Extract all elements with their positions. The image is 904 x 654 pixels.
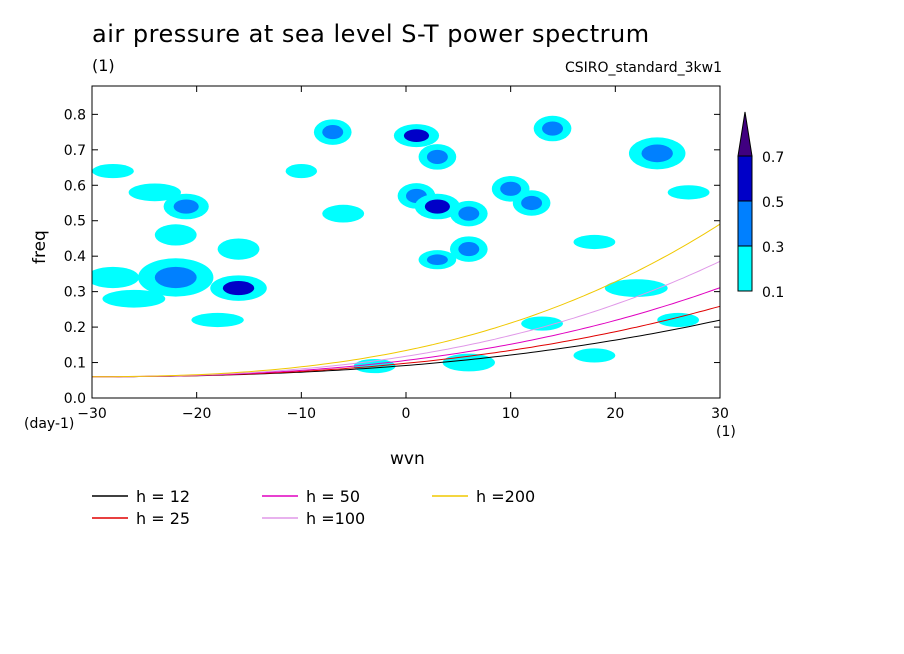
contour-patch (458, 206, 480, 221)
contour-patch (154, 224, 197, 246)
contour-patch (426, 149, 448, 164)
contour-patch (426, 254, 448, 266)
x-axis-label: wvn (390, 449, 425, 469)
dispersion-curve (92, 223, 720, 378)
y-tick-label: 0.5 (64, 214, 86, 230)
colorbar-extend-triangle (737, 111, 753, 157)
contour-patch (573, 234, 616, 250)
contour-patch (222, 281, 255, 296)
colorbar-segment (737, 245, 753, 292)
dispersion-curves (92, 223, 720, 378)
y-axis-ticks: 0.0 0.1 0.2 0.3 0.4 0.5 0.6 0.7 0.8 (64, 107, 720, 407)
colorbar: 0.1 0.3 0.5 0.7 (737, 111, 784, 301)
legend-label: h =200 (476, 487, 535, 506)
x-axis-unit: (1) (716, 424, 736, 440)
colorbar-label: 0.1 (762, 285, 784, 301)
contour-patch (403, 129, 430, 143)
contour-patch (173, 199, 199, 214)
contour-patch (92, 164, 134, 179)
contour-patch (641, 144, 673, 163)
contour-patch (154, 266, 197, 289)
legend-label: h = 12 (136, 487, 190, 506)
contour-patch (573, 348, 616, 363)
colorbar-segment (737, 155, 753, 202)
colorbar-label: 0.5 (762, 195, 784, 211)
contour-patch (500, 181, 522, 196)
contour-patch (128, 183, 181, 202)
x-tick-label: 10 (502, 406, 520, 422)
contour-patch (521, 195, 543, 211)
contour-patch (191, 312, 244, 328)
y-tick-label: 0.1 (64, 356, 86, 372)
y-tick-label: 0.8 (64, 107, 86, 123)
x-tick-label: −20 (182, 406, 212, 422)
contour-patch (102, 289, 166, 308)
colorbar-segment (737, 200, 753, 247)
x-tick-label: −10 (287, 406, 317, 422)
y-tick-label: 0.7 (64, 143, 86, 159)
contour-patch (657, 312, 700, 328)
x-tick-label: −30 (77, 406, 107, 422)
y-tick-label: 0.2 (64, 320, 86, 336)
contour-patch (542, 121, 563, 136)
contour-patch (521, 316, 563, 331)
legend: h = 12 h = 25 h = 50 h =100 h =200 (92, 487, 535, 528)
y-axis-unit: (day-1) (24, 416, 75, 432)
contour-patch (458, 242, 480, 257)
legend-label: h =100 (306, 509, 365, 528)
legend-label: h = 25 (136, 509, 190, 528)
contour-patches (92, 115, 710, 374)
x-axis-ticks: −30 −20 −10 0 10 20 30 (77, 86, 729, 422)
contour-patch (322, 125, 344, 140)
x-tick-label: 30 (711, 406, 729, 422)
model-label: CSIRO_standard_3kw1 (564, 60, 722, 76)
y-tick-label: 0.4 (64, 249, 86, 265)
title-unit: (1) (92, 56, 115, 75)
contour-patch (424, 199, 450, 214)
colorbar-label: 0.3 (762, 240, 784, 256)
contour-patch (92, 266, 140, 289)
contour-patch (217, 238, 260, 260)
x-tick-label: 20 (606, 406, 624, 422)
colorbar-label: 0.7 (762, 150, 784, 166)
contour-patch (667, 185, 710, 200)
contour-patch (322, 204, 365, 223)
y-tick-label: 0.3 (64, 285, 86, 301)
y-tick-label: 0.0 (64, 391, 86, 407)
contour-patch (285, 164, 318, 179)
y-tick-label: 0.6 (64, 178, 86, 194)
legend-label: h = 50 (306, 487, 360, 506)
chart-title: air pressure at sea level S-T power spec… (92, 20, 650, 48)
x-tick-label: 0 (402, 406, 411, 422)
contour-patch (604, 279, 668, 297)
